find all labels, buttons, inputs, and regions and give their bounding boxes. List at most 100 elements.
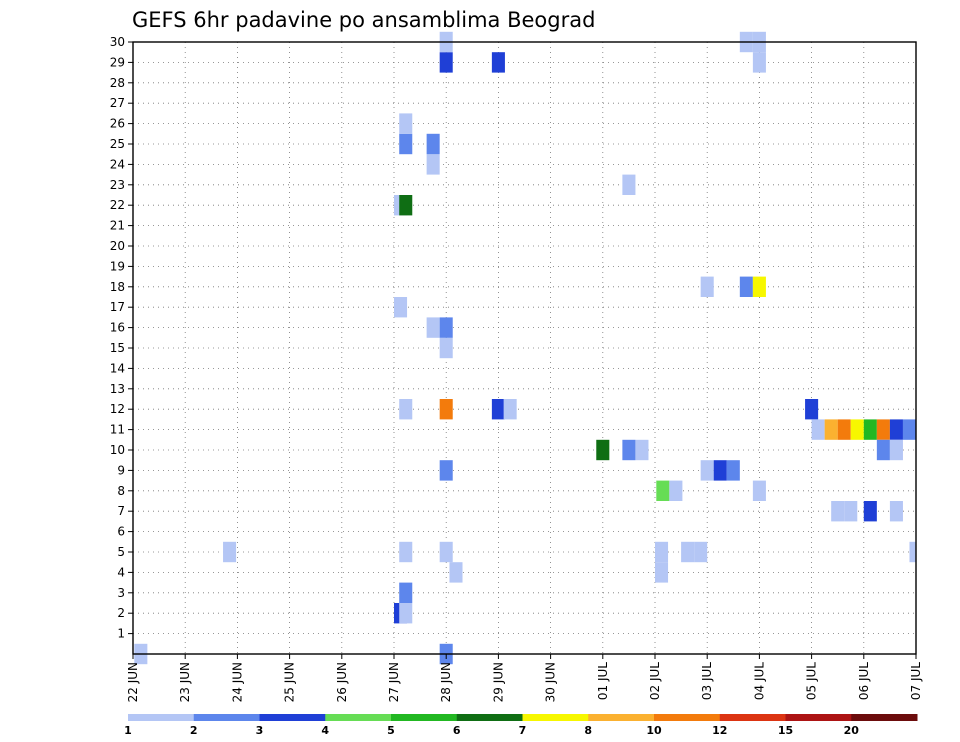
y-tick-label: 3: [117, 586, 125, 600]
colorbar-label: 15: [778, 724, 793, 737]
x-tick-label: 27 JUN: [387, 662, 401, 702]
precip-cell: [399, 541, 413, 563]
y-tick-label: 23: [110, 178, 125, 192]
precip-cell: [681, 541, 695, 563]
colorbar-label: 3: [256, 724, 264, 737]
colorbar-label: 20: [844, 724, 860, 737]
x-tick-label: 29 JUN: [491, 662, 505, 702]
precip-cell: [635, 439, 649, 461]
colorbar-segment: [522, 714, 589, 721]
precip-cell: [426, 317, 440, 338]
precip-cell: [700, 276, 714, 297]
y-tick-label: 16: [110, 321, 125, 335]
colorbar-label: 12: [712, 724, 727, 737]
x-tick-label: 26 JUN: [335, 662, 349, 702]
colorbar-segment: [588, 714, 655, 721]
y-tick-label: 14: [110, 361, 125, 375]
y-tick-label: 2: [117, 606, 125, 620]
colorbar-segment: [391, 714, 458, 721]
colorbar-segment: [785, 714, 852, 721]
y-tick-label: 17: [110, 300, 125, 314]
precip-cell: [863, 419, 877, 440]
x-tick-label: 28 JUN: [439, 662, 453, 702]
precip-cell: [399, 582, 413, 603]
y-tick-label: 24: [110, 157, 125, 171]
colorbar-segment: [851, 714, 918, 721]
colorbar-label: 4: [321, 724, 329, 737]
precip-cell: [439, 337, 453, 359]
colorbar-label: 5: [387, 724, 395, 737]
colorbar-segment: [325, 714, 392, 721]
y-tick-label: 18: [110, 280, 125, 294]
precip-cell: [694, 541, 708, 563]
y-tick-label: 22: [110, 198, 125, 212]
y-tick-label: 5: [117, 545, 125, 559]
precip-cell: [503, 399, 517, 420]
colorbar-label: 2: [190, 724, 198, 737]
y-tick-label: 13: [110, 382, 125, 396]
x-tick-label: 06 JUL: [857, 662, 871, 700]
x-tick-label: 22 JUN: [126, 662, 140, 702]
colorbar-segment: [193, 714, 260, 721]
plot-frame: [132, 41, 917, 655]
y-tick-label: 30: [110, 35, 125, 49]
colorbar-label: 7: [519, 724, 527, 737]
precip-cell: [700, 460, 714, 481]
colorbar-legend: 1 2 3 4 5 6 7 8 10 12 15 20: [124, 714, 918, 737]
precip-cell: [889, 419, 903, 440]
y-tick-label: 8: [117, 484, 125, 498]
precip-cell: [876, 439, 890, 461]
precip-cell: [399, 113, 413, 134]
y-tick-label: 12: [110, 402, 125, 416]
colorbar-segment: [719, 714, 786, 721]
precip-cell: [491, 52, 505, 73]
colorbar-segment: [128, 714, 195, 721]
colorbar-segment: [456, 714, 523, 721]
y-tick-label: 10: [110, 443, 125, 457]
precip-cell: [399, 603, 413, 624]
y-tick-label: 6: [117, 525, 125, 539]
x-tick-label: 01 JUL: [596, 662, 610, 700]
colorbar-segment: [654, 714, 721, 721]
x-tick-label: 07 JUL: [909, 662, 923, 700]
precip-cell: [426, 154, 440, 175]
precip-cell: [399, 133, 413, 155]
precip-cell: [752, 52, 766, 73]
x-axis-ticks: 22 JUN 23 JUN 24 JUN 25 JUN 26 JUN 27 JUN 28 J…: [126, 654, 923, 702]
precip-cell: [824, 419, 838, 440]
x-tick-label: 05 JUL: [805, 662, 819, 700]
precip-cell: [439, 317, 453, 338]
precip-cell: [655, 562, 669, 583]
x-tick-label: 23 JUN: [178, 662, 192, 702]
x-tick-label: 04 JUL: [752, 662, 766, 700]
precip-cell: [844, 501, 858, 522]
precip-cell: [889, 501, 903, 522]
x-tick-label: 24 JUN: [230, 662, 244, 702]
precip-cell: [491, 399, 505, 420]
precip-cell: [805, 399, 819, 420]
precip-cell: [726, 460, 740, 481]
x-tick-label: 03 JUL: [700, 662, 714, 700]
precip-cell: [449, 562, 463, 583]
precip-cell: [902, 419, 916, 440]
precip-cell: [876, 419, 890, 440]
precip-cell: [889, 439, 903, 461]
x-tick-label: 25 JUN: [283, 662, 297, 702]
precip-cell: [655, 541, 669, 563]
precip-cell: [439, 541, 453, 563]
y-tick-label: 1: [117, 627, 125, 641]
precip-cell: [439, 399, 453, 420]
precip-cell: [811, 419, 825, 440]
precip-cell: [439, 460, 453, 481]
y-tick-label: 26: [110, 117, 125, 131]
y-tick-label: 29: [110, 55, 125, 69]
y-tick-label: 28: [110, 76, 125, 90]
colorbar-label: 8: [584, 724, 592, 737]
precip-cell: [596, 439, 610, 461]
y-axis-ticks: 1234567891011121314151617181920212223242…: [110, 35, 133, 641]
x-tick-label: 02 JUL: [648, 662, 662, 700]
precip-cell: [426, 133, 440, 155]
precip-cell: [622, 439, 636, 461]
y-tick-label: 21: [110, 219, 125, 233]
